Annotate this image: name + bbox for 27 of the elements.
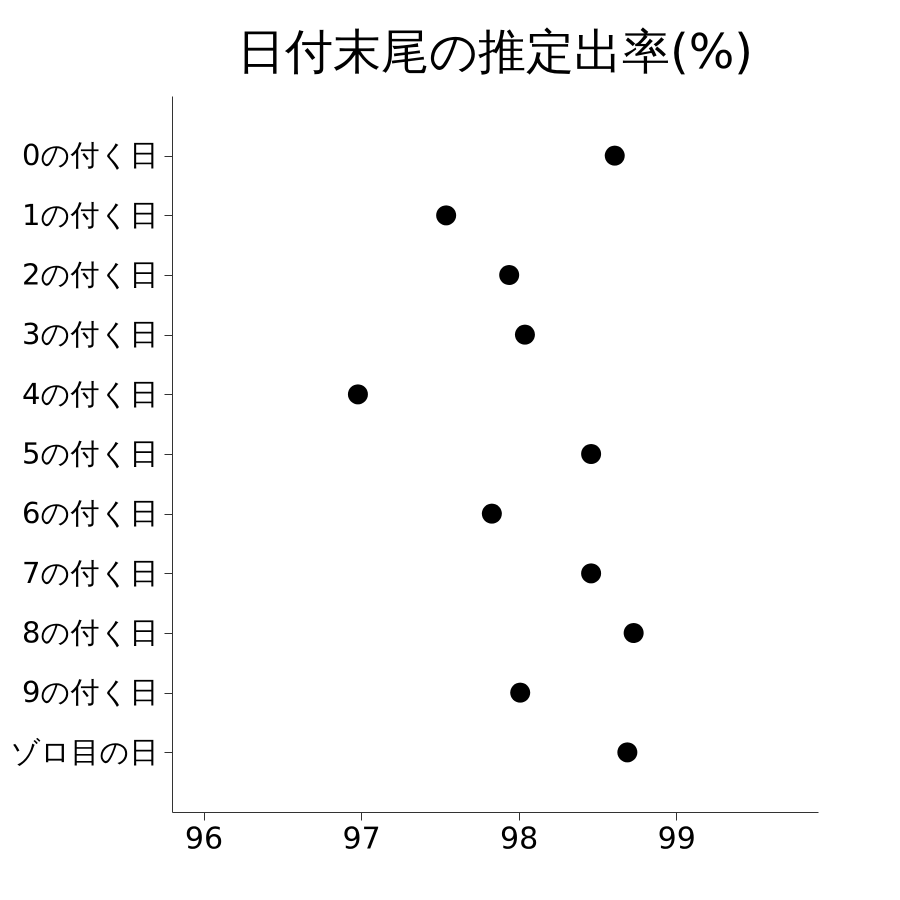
point	[624, 623, 644, 643]
point	[604, 146, 625, 166]
x-tick-label: 96	[184, 822, 224, 856]
y-tick-label: 8の付く日	[22, 616, 158, 650]
point	[581, 444, 602, 464]
x-tick-label: 98	[500, 822, 538, 856]
point	[348, 384, 368, 404]
point	[510, 682, 530, 703]
x-tick-label: 97	[342, 822, 381, 856]
y-tick-label: 9の付く日	[22, 675, 158, 710]
y-tick-label: ゾロ目の日	[10, 734, 158, 769]
point	[482, 504, 502, 524]
y-tick-label: 1の付く日	[22, 198, 158, 232]
point	[581, 563, 602, 584]
y-tick-label: 4の付く日	[22, 376, 158, 411]
point	[617, 742, 638, 762]
chart-title: 日付末尾の推定出率(%)	[236, 24, 754, 80]
point	[514, 324, 535, 345]
y-tick-label: 0の付く日	[22, 138, 158, 172]
y-tick-label: 3の付く日	[22, 317, 158, 352]
y-tick-label: 5の付く日	[22, 436, 158, 470]
y-tick-label: 2の付く日	[22, 258, 158, 292]
y-tick-label: 7の付く日	[22, 556, 158, 590]
point	[436, 205, 456, 226]
point	[499, 265, 520, 285]
y-tick-label: 6の付く日	[22, 496, 158, 530]
x-tick-label: 99	[658, 822, 696, 856]
